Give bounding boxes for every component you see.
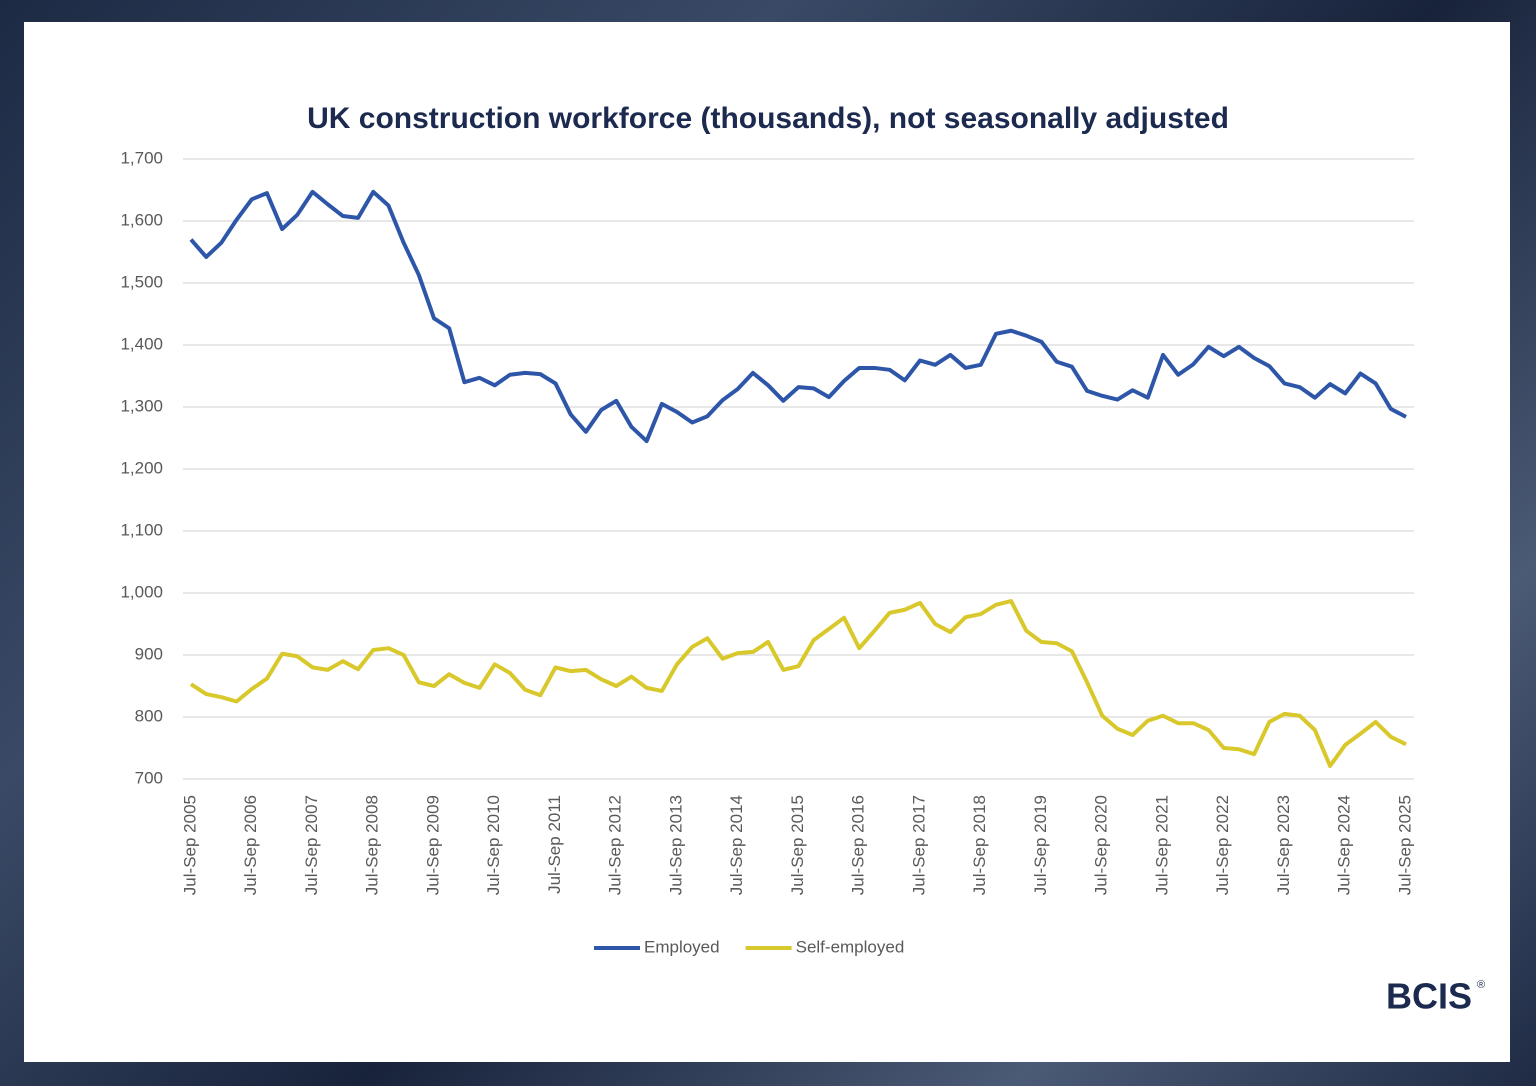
y-tick-label: 1,100 [120,520,163,539]
x-tick-label: Jul-Sep 2018 [970,795,989,895]
line-series [189,599,1407,768]
logo-mark: ® [1477,979,1485,991]
y-tick-label: 1,000 [120,582,163,601]
chart-title: UK construction workforce (thousands), n… [307,102,1229,135]
x-tick-label: Jul-Sep 2021 [1152,795,1171,895]
y-tick-label: 800 [135,706,163,725]
x-tick-label: Jul-Sep 2017 [909,795,928,895]
x-tick-label: Jul-Sep 2009 [423,795,442,895]
y-tick-label: 1,300 [120,396,163,415]
x-tick-label: Jul-Sep 2024 [1335,795,1354,895]
y-tick-label: 1,600 [120,210,163,229]
y-tick-label: 900 [135,644,163,663]
x-tick-label: Jul-Sep 2005 [180,795,199,895]
y-tick-label: 1,500 [120,272,163,291]
x-tick-label: Jul-Sep 2022 [1213,795,1232,895]
x-tick-label: Jul-Sep 2006 [241,795,260,895]
x-tick-label: Jul-Sep 2014 [727,795,746,895]
card [24,22,1510,1062]
x-tick-label: Jul-Sep 2007 [302,795,321,895]
x-tick-label: Jul-Sep 2020 [1092,795,1111,895]
y-tick-label: 1,400 [120,334,163,353]
x-tick-label: Jul-Sep 2025 [1395,795,1414,895]
logo: BCIS [1386,976,1472,1017]
x-tick-label: Jul-Sep 2016 [849,795,868,895]
x-tick-label: Jul-Sep 2013 [666,795,685,895]
x-tick-label: Jul-Sep 2011 [545,795,564,894]
x-tick-label: Jul-Sep 2010 [484,795,503,895]
line-series [189,189,1407,444]
x-tick-label: Jul-Sep 2012 [606,795,625,895]
x-tick-label: Jul-Sep 2019 [1031,795,1050,895]
y-tick-label: 1,200 [120,458,163,477]
y-tick-label: 1,700 [120,148,163,167]
legend-label: Employed [644,937,720,956]
y-tick-label: 700 [135,768,163,787]
x-tick-label: Jul-Sep 2015 [788,795,807,895]
x-tick-label: Jul-Sep 2008 [363,795,382,895]
legend-label: Self-employed [796,937,905,956]
x-tick-label: Jul-Sep 2023 [1274,795,1293,895]
